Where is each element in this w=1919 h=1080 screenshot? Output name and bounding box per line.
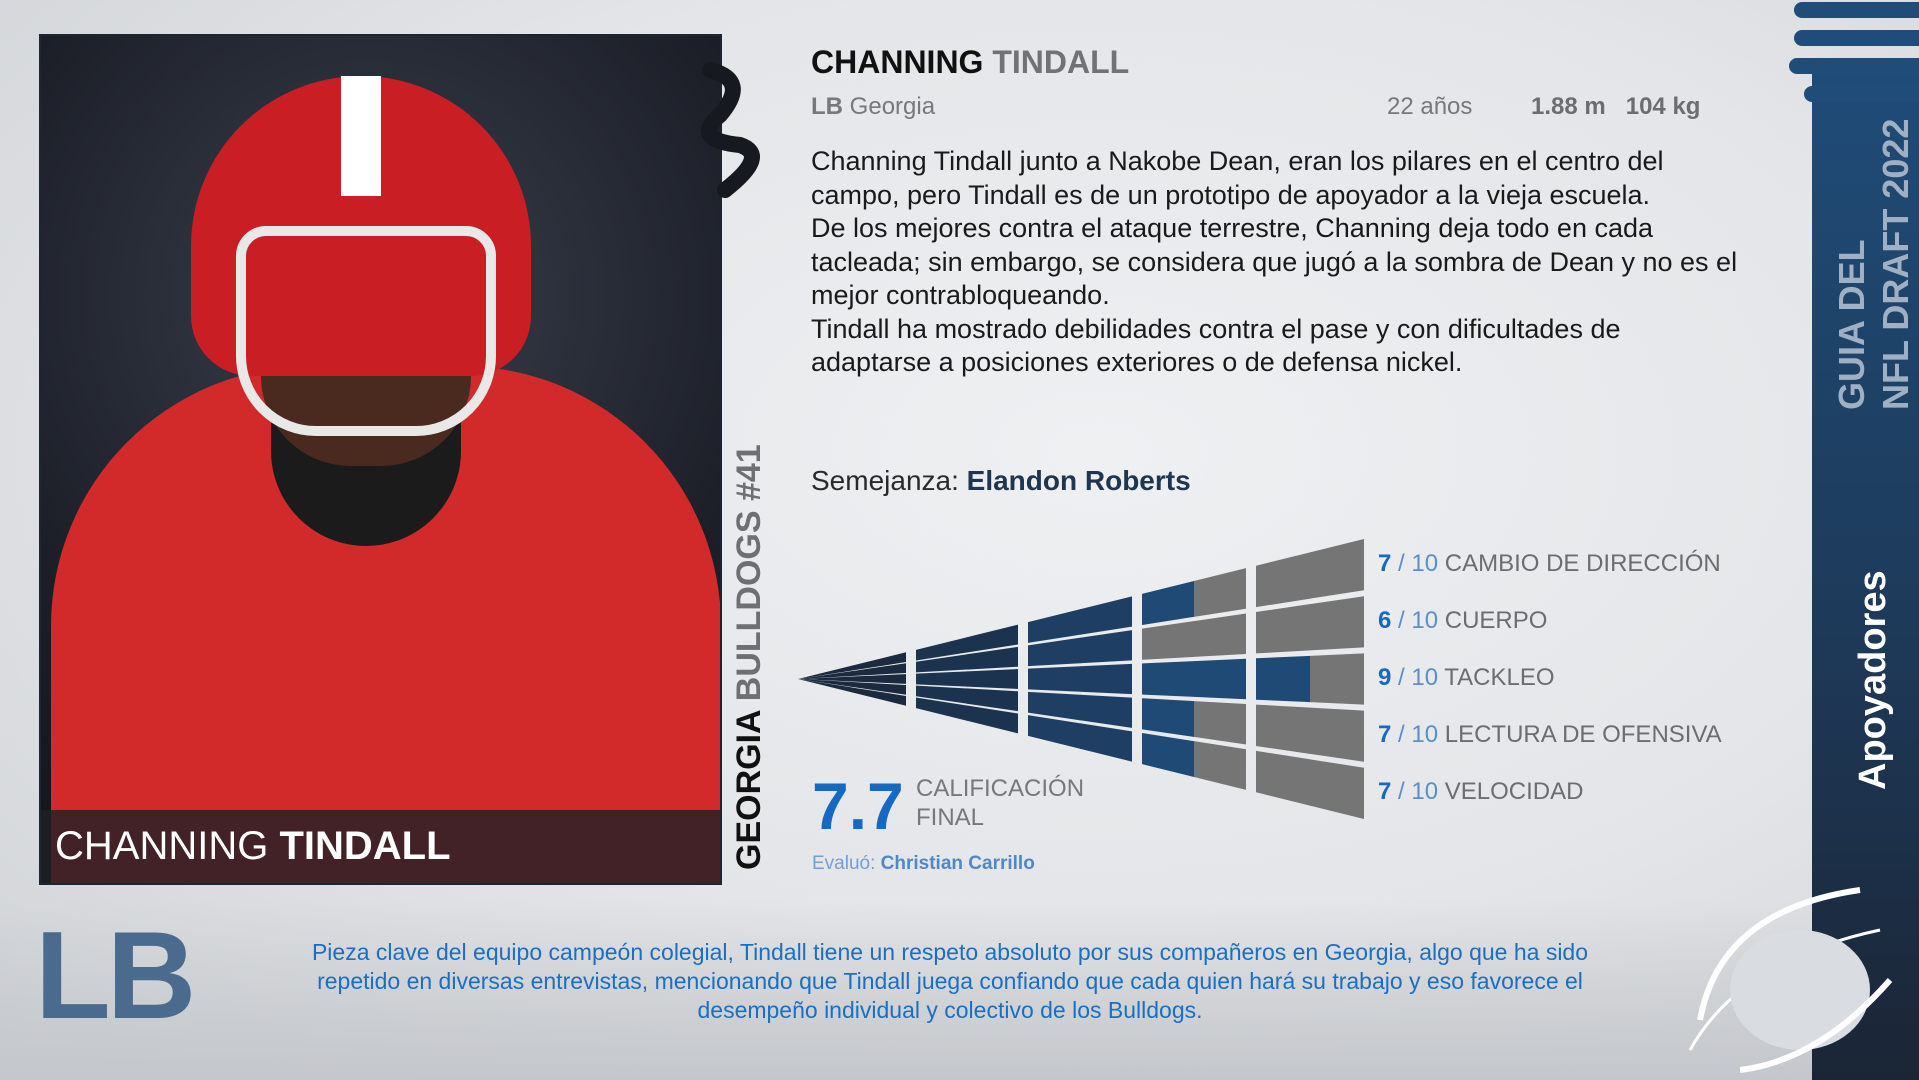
rating-name: CUERPO — [1444, 606, 1548, 634]
rating-cell — [1194, 741, 1246, 790]
rating-cell — [1080, 694, 1132, 728]
guide-title: GUIA DEL NFL DRAFT 2022 — [1831, 118, 1916, 410]
rating-cell — [1256, 704, 1311, 754]
rating-cell — [798, 671, 853, 679]
player-name-title: CHANNING TINDALL — [811, 44, 1130, 80]
evaluator: Evaluó: Christian Carrillo — [812, 853, 1035, 874]
rating-cell — [1028, 637, 1081, 667]
rating-cell — [1142, 580, 1195, 626]
rating-cell — [916, 654, 968, 673]
caption-last: TINDALL — [279, 824, 451, 868]
rating-cell — [798, 676, 853, 682]
rating-cell — [1028, 609, 1081, 643]
rating-max: / 10 — [1398, 606, 1439, 634]
rating-cell — [1256, 604, 1311, 654]
rating-max: / 10 — [1398, 664, 1439, 691]
rating-score: 9 — [1378, 664, 1392, 691]
rating-cell — [1080, 723, 1132, 762]
rating-cell — [798, 679, 853, 693]
age: 22 años — [1387, 93, 1473, 120]
wave-decoration — [1789, 2, 1919, 102]
rating-cell — [967, 688, 1018, 712]
rating-cell — [852, 674, 906, 684]
rating-cell — [1028, 666, 1081, 692]
rating-cell — [967, 646, 1018, 670]
school: Georgia — [849, 93, 936, 120]
description-paragraph: De los mejores contra el ataque terrestr… — [811, 213, 1738, 310]
rating-cell — [1194, 568, 1246, 617]
rating-cell — [967, 624, 1018, 653]
rating-cell — [1080, 596, 1132, 635]
rating-max: / 10 — [1398, 721, 1439, 749]
height-weight: 1.88 m 104 kg — [1531, 93, 1701, 120]
rating-cell — [1028, 691, 1081, 721]
rating-cell — [1142, 698, 1195, 738]
rating-label: 6 / 10 CUERPO — [1378, 607, 1547, 635]
rating-score: 6 — [1378, 606, 1392, 634]
somos-dolphins-logo — [1688, 887, 1893, 1073]
rating-label: 7 / 10 VELOCIDAD — [1378, 778, 1583, 806]
rating-cell — [1194, 613, 1246, 657]
rating-cell — [916, 697, 968, 721]
player-photo: CHANNING TINDALL — [39, 34, 722, 885]
rating-name: TACKLEO — [1444, 664, 1555, 691]
rating-cell — [1028, 715, 1081, 749]
rating-label: 7 / 10 CAMBIO DE DIRECCIÓN — [1378, 550, 1721, 578]
rating-cell — [1310, 596, 1364, 651]
background-field — [0, 900, 1919, 1080]
rating-cell — [1310, 653, 1364, 705]
player-info: LB Georgia 22 años 1.88 m 104 kg — [811, 93, 1711, 121]
rating-name: LECTURA DE OFENSIVA — [1444, 721, 1722, 749]
rating-name: VELOCIDAD — [1444, 778, 1584, 806]
rating-cell — [967, 705, 1018, 734]
rating-cell — [916, 637, 968, 661]
rating-cell — [852, 682, 906, 695]
bottom-summary: Pieza clave del equipo campeón colegial,… — [311, 939, 1589, 1023]
caption-first: CHANNING — [55, 824, 269, 868]
rating-max: / 10 — [1398, 778, 1439, 806]
final-score: 7.7 — [812, 769, 904, 843]
rating-cell — [1310, 707, 1364, 762]
rating-cell — [916, 685, 968, 704]
rating-cell — [852, 663, 906, 676]
rating-cell — [798, 679, 853, 687]
position: LB — [811, 93, 843, 120]
rating-cell — [1310, 539, 1364, 599]
rating-cell — [1256, 655, 1311, 703]
rating-cell — [1080, 663, 1132, 695]
rating-cell — [798, 665, 853, 679]
rating-cell — [852, 652, 906, 671]
comparison: Semejanza: Elandon Roberts — [811, 465, 1191, 496]
sidebar-band — [1812, 60, 1919, 1080]
squiggle-decoration — [700, 62, 760, 198]
rating-cell — [916, 671, 968, 687]
rating-cell — [1310, 759, 1364, 819]
rating-cell — [967, 669, 1018, 689]
rating-cell — [1256, 552, 1311, 608]
section-label: Apoyadores — [1852, 570, 1894, 790]
final-score-label: CALIFICACIÓN FINAL — [916, 775, 1085, 831]
rating-cell — [1256, 750, 1311, 806]
description-paragraph: Tindall ha mostrado debilidades contra e… — [811, 313, 1621, 378]
rating-score: 7 — [1378, 549, 1392, 577]
photo-caption: CHANNING TINDALL — [41, 810, 720, 883]
rating-cell — [1142, 732, 1195, 778]
description: Channing Tindall junto a Nakobe Dean, er… — [811, 145, 1741, 380]
rating-cell — [1194, 658, 1246, 700]
position-big: LB — [35, 907, 196, 1045]
description-paragraph: Channing Tindall junto a Nakobe Dean, er… — [811, 146, 1664, 210]
rating-cell — [1142, 620, 1195, 660]
rating-label: 9 / 10 TACKLEO — [1378, 664, 1555, 692]
rating-score: 7 — [1378, 778, 1392, 806]
rating-cell — [852, 687, 906, 706]
rating-cell — [1142, 661, 1195, 697]
rating-score: 7 — [1378, 721, 1392, 749]
rating-name: CAMBIO DE DIRECCIÓN — [1444, 549, 1721, 577]
rating-cell — [1194, 701, 1246, 745]
rating-cell — [1080, 630, 1132, 664]
rating-max: / 10 — [1398, 549, 1439, 577]
rating-label: 7 / 10 LECTURA DE OFENSIVA — [1378, 721, 1722, 749]
